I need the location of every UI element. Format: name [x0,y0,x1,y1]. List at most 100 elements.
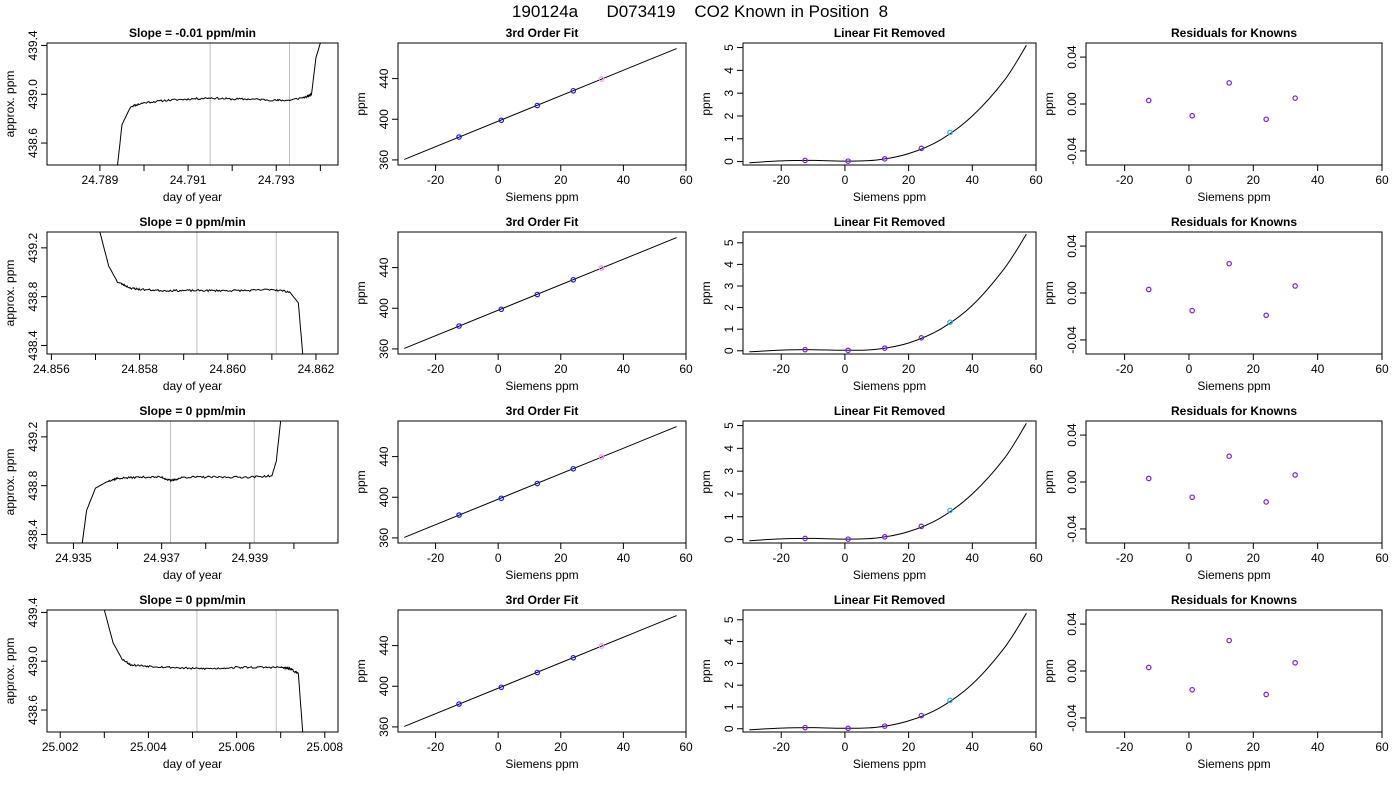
panel-title: Residuals for Knowns [1171,26,1297,40]
x-tick-label: -20 [1116,173,1134,187]
panel-r1-c3: Linear Fit Removed -20 0 20 40 60 0 1 2 3 4 5 Siemen… [699,26,1043,204]
panel-r4-c2: 3rd Order Fit -20 0 20 40 60 360 400 440 Siemens … [354,593,693,771]
y-tick-label: 438.6 [26,128,40,158]
y-axis-label: ppm [699,92,713,115]
y-tick-label: -0.04 [1065,515,1079,543]
x-tick-label: 60 [1375,173,1389,187]
data-point [534,480,541,487]
y-axis-label: ppm [1042,470,1056,493]
x-tick-label: 0 [842,173,849,187]
x-axis-label: Siemens ppm [853,757,926,771]
x-tick-label: -20 [773,362,791,376]
y-tick-label: 2 [722,112,736,119]
y-axis-label: ppm [354,92,368,115]
data-point [1226,260,1232,267]
data-point [918,335,925,341]
x-tick-label: -20 [1116,740,1134,754]
x-tick-label: 40 [1311,173,1325,187]
x-tick-label: 60 [679,173,693,187]
panel-title: Residuals for Knowns [1171,404,1297,418]
data-point [1226,637,1232,644]
data-point [598,76,605,82]
x-tick-label: 0 [1186,551,1193,565]
data-point [1145,664,1152,671]
y-tick-label: 360 [377,339,391,359]
y-axis-label: ppm [699,470,713,493]
data-point [802,157,808,164]
x-tick-label: 20 [554,362,568,376]
data-point [1263,116,1269,123]
data-point [456,323,462,329]
x-tick-label: 0 [1186,362,1193,376]
y-tick-label: 1 [722,703,736,710]
x-tick-label: -20 [773,740,791,754]
y-axis-label: ppm [1042,92,1056,115]
panel-title: 3rd Order Fit [506,215,579,229]
panel-r1-c4: Residuals for Knowns -20 0 20 40 60 -0.04 0.00 0… [1042,26,1389,204]
y-tick-label: 440 [377,635,391,655]
y-tick-label: 400 [377,298,391,318]
data-point [881,156,888,162]
x-tick-label: 0 [1186,740,1193,754]
panel-title: Residuals for Knowns [1171,593,1297,607]
data-point [1263,691,1269,698]
x-tick-label: 24.789 [82,173,119,187]
data-point [947,697,953,704]
y-tick-label: 2 [722,304,736,311]
x-tick-label: 60 [1375,740,1389,754]
data-point [570,276,577,283]
y-tick-label: 360 [377,717,391,737]
data-point [1226,80,1232,86]
x-tick-label: 25.008 [306,740,343,754]
data-point [598,265,605,271]
fit-line [404,426,677,538]
y-tick-label: 3 [722,660,736,667]
data-point [947,129,953,136]
panel-r4-c3: Linear Fit Removed -20 0 20 40 60 0 1 2 3 4 5 Siemen… [699,593,1043,771]
y-tick-label: 440 [377,257,391,277]
y-tick-label: 4 [722,261,736,268]
x-tick-label: 24.860 [209,362,246,376]
y-axis-label: ppm [354,470,368,493]
x-tick-label: -20 [1116,551,1134,565]
y-axis-label: ppm [1042,281,1056,304]
plot-frame [1085,231,1383,355]
plot-frame [397,231,687,355]
data-point [570,465,577,472]
data-point [1145,475,1152,482]
panel-title: 3rd Order Fit [506,404,579,418]
y-tick-label: 0.04 [1065,423,1079,447]
data-point [881,723,888,729]
x-axis-label: Siemens ppm [505,379,578,393]
y-tick-label: 439.2 [26,233,40,263]
y-axis-label: approx. ppm [3,71,17,138]
data-point [1292,283,1298,289]
ppm-trace [99,232,304,354]
fit-curve [749,613,1027,731]
panel-r3-c4: Residuals for Knowns -20 0 20 40 60 -0.04 0.00 0… [1042,404,1389,582]
x-tick-label: 60 [1029,362,1043,376]
x-tick-label: 20 [1247,173,1261,187]
x-tick-label: 60 [1029,551,1043,565]
y-tick-label: 439.2 [26,422,40,452]
data-point [598,454,605,460]
data-point [456,134,462,140]
x-tick-label: 0 [495,551,502,565]
x-tick-label: 40 [1311,362,1325,376]
x-tick-label: -20 [773,551,791,565]
y-tick-label: 438.8 [26,470,40,500]
ppm-trace [81,421,282,543]
y-tick-label: 400 [377,676,391,696]
x-axis-label: Siemens ppm [505,757,578,771]
panel-title: 3rd Order Fit [506,26,579,40]
panel-grid: Slope = -0.01 ppm/min 24.789 24.791 24.793 4… [3,26,1389,771]
data-point [947,319,953,326]
x-axis-label: Siemens ppm [1197,568,1270,582]
x-tick-label: 60 [679,740,693,754]
x-tick-label: 0 [1186,173,1193,187]
y-tick-label: 4 [722,445,736,452]
y-axis-label: approx. ppm [3,638,17,705]
x-axis-label: Siemens ppm [853,568,926,582]
data-point [1189,112,1195,119]
